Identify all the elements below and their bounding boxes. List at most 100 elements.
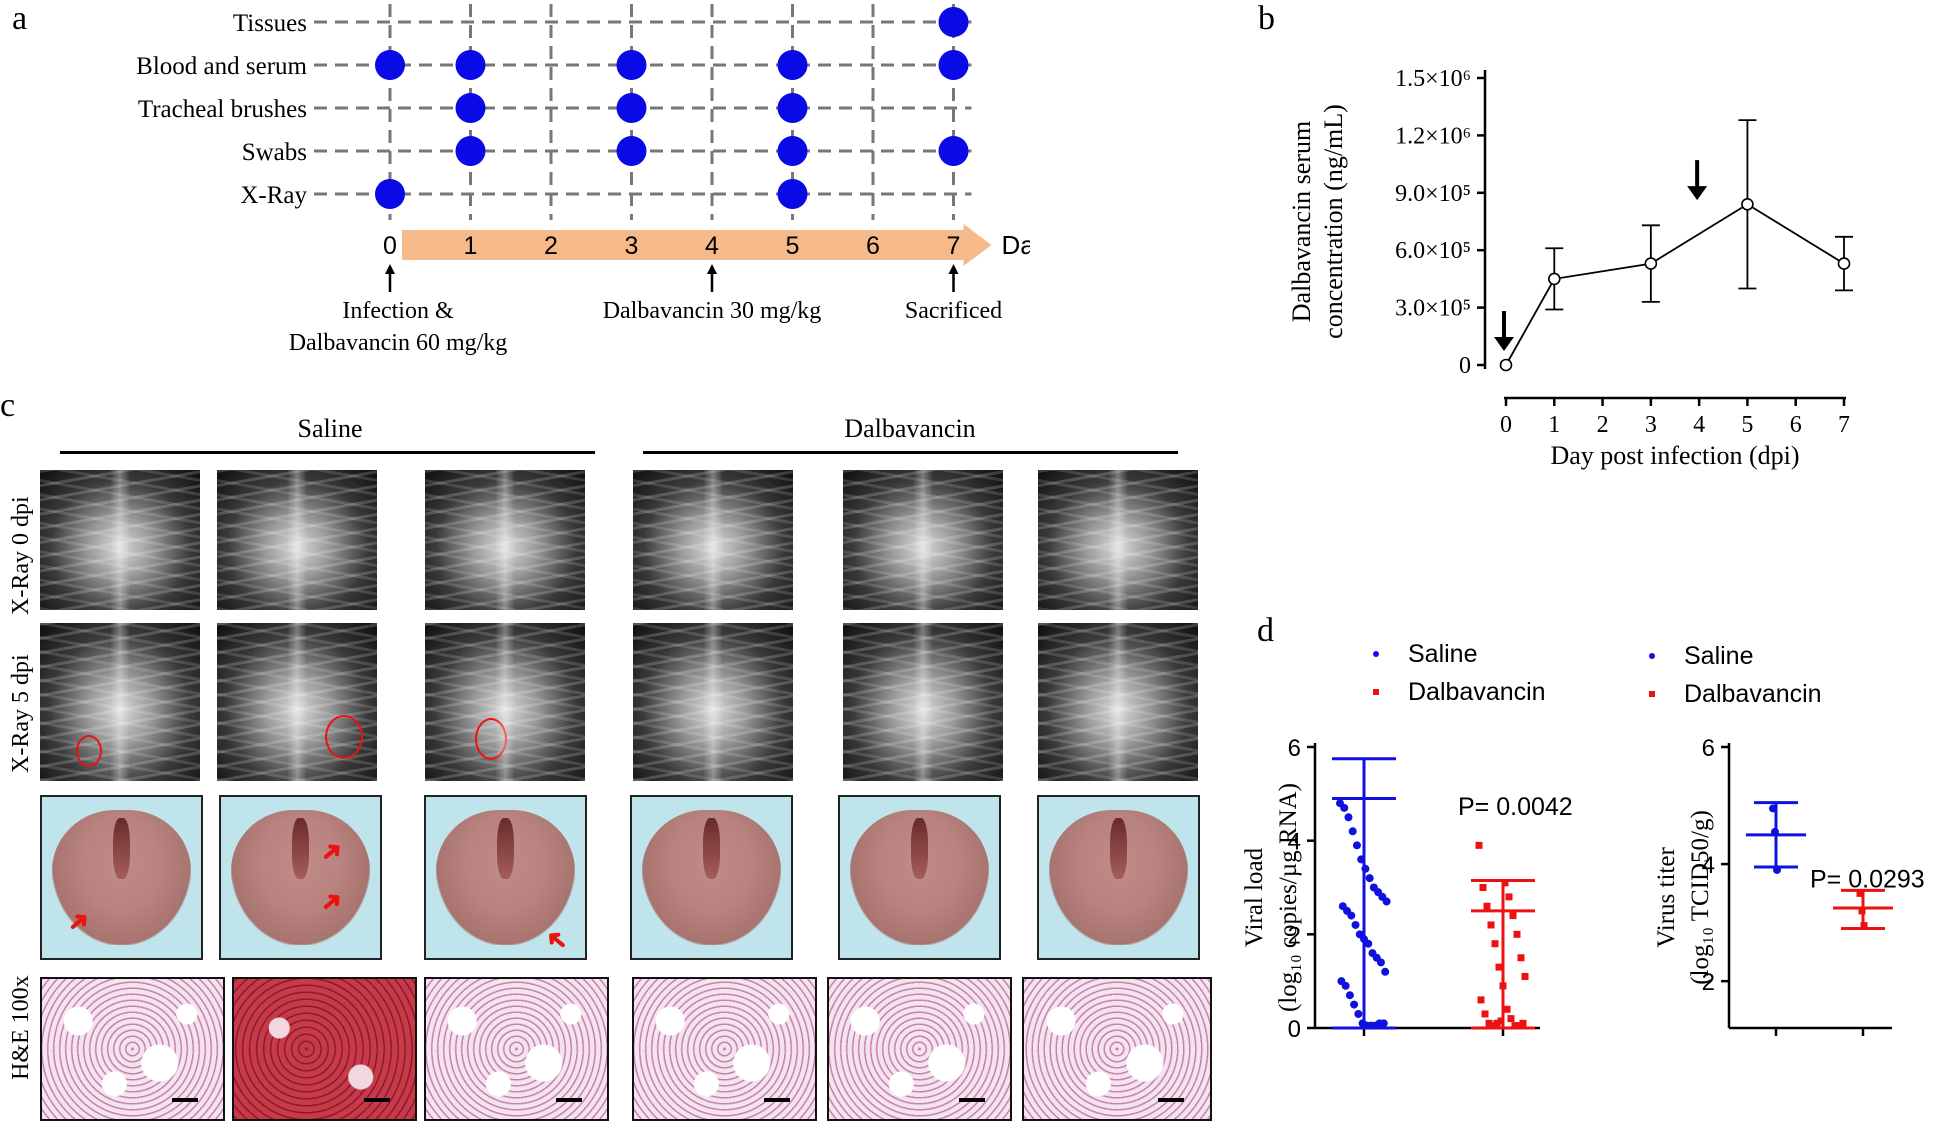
data-point [1644, 257, 1658, 270]
y-tick-label: 0 [1288, 1016, 1301, 1043]
he-section-saline-2 [232, 977, 417, 1121]
lesion-marker [76, 735, 102, 767]
y-tick-label: 9.0×10⁵ [1395, 181, 1471, 207]
event-arrow-head [948, 264, 959, 274]
panel-letter-d: d [1257, 612, 1274, 649]
legend-label-dalbavancin: Dalbavancin [1684, 680, 1822, 708]
x-tick-label: 1 [1548, 412, 1560, 438]
event-annotation: Dalbavancin 60 mg/kg [289, 330, 508, 356]
xray-5dpi-saline-1 [40, 623, 200, 781]
legend-label-dalbavancin: Dalbavancin [1408, 678, 1546, 706]
y-axis-title-line1: Virus titer [1653, 847, 1680, 948]
lung-photo-dalba-1 [630, 795, 793, 960]
data-point [1491, 940, 1499, 948]
data-point [1345, 991, 1354, 1000]
he-section-dalba-2 [827, 977, 1012, 1121]
sampling-dot [375, 50, 405, 80]
panel-letter-c: c [0, 387, 16, 424]
legend-marker-saline [1373, 651, 1379, 657]
data-point [1364, 939, 1373, 948]
x-tick-label: 0 [1500, 412, 1512, 438]
day-tick-label: 3 [625, 232, 639, 260]
y-tick-label: 0 [1459, 353, 1471, 379]
group-line-dalbavancin [643, 451, 1178, 454]
y-tick-label: 4 [1702, 852, 1715, 879]
y-axis-title-line1: Dalbavancin serum [1287, 121, 1316, 322]
row-label-he-100x: H&E 100x [8, 975, 34, 1080]
data-point [1352, 841, 1361, 850]
y-tick-label: 3.0×10⁵ [1395, 296, 1471, 322]
he-section-saline-3 [424, 977, 609, 1121]
he-section-dalba-3 [1022, 977, 1212, 1121]
data-point [1348, 827, 1357, 836]
sampling-dot [455, 93, 486, 123]
data-point [1481, 1010, 1489, 1018]
lesion-marker [475, 718, 507, 760]
sampling-dot [938, 136, 969, 166]
data-point [1341, 981, 1350, 990]
lung-photo-dalba-3 [1037, 795, 1200, 960]
data-point [1489, 1022, 1497, 1030]
data-point [1475, 841, 1483, 849]
lung-photo-saline-1: ➜ [40, 795, 203, 960]
day-tick-label: 6 [866, 232, 880, 260]
row-label-4: X-Ray [240, 182, 307, 209]
xray-5dpi-saline-3 [425, 623, 585, 781]
y-tick-label: 2 [1702, 969, 1715, 996]
he-section-saline-1 [40, 977, 225, 1121]
sampling-dot [938, 7, 969, 37]
y-tick-label: 6 [1702, 735, 1715, 762]
day-tick-label: 5 [786, 232, 800, 260]
sampling-dot [616, 136, 647, 166]
row-label-xray-0dpi: X-Ray 0 dpi [8, 496, 34, 615]
sampling-dot [616, 50, 647, 80]
event-arrow-head [707, 264, 717, 274]
data-point [1382, 897, 1391, 906]
day-tick-label: 0 [383, 232, 397, 260]
day-tick-label: 4 [705, 232, 719, 260]
event-annotation: Infection & [342, 298, 454, 324]
data-point [1381, 967, 1390, 976]
viral-load-charts: Saline Dalbavancin Saline Dalbavancin 0 2 4 6 Vi… [1241, 640, 1925, 1043]
data-point [1493, 1019, 1501, 1027]
data-point [1521, 972, 1529, 980]
y-axis-title-line1: Viral load [1241, 847, 1268, 947]
data-point [1350, 1000, 1359, 1009]
data-point [1376, 958, 1385, 967]
lung-photo-dalba-2 [838, 795, 1001, 960]
data-point [1495, 963, 1503, 971]
group-label-saline: Saline [297, 414, 363, 443]
group-line-saline [60, 451, 595, 454]
y-tick-label: 6 [1288, 735, 1301, 762]
timeline-arrow [402, 224, 992, 266]
x-tick-label: 5 [1741, 412, 1753, 438]
data-point [1487, 921, 1495, 929]
he-section-dalba-1 [632, 977, 817, 1121]
xray-0dpi-dalba-1 [633, 470, 793, 610]
lung-photo-saline-2: ➜ ➜ [219, 795, 382, 960]
x-tick-label: 2 [1597, 412, 1609, 438]
legend-label-saline: Saline [1684, 642, 1754, 670]
data-point [1354, 1009, 1363, 1018]
y-axis-title-line2: concentration (ng/mL) [1319, 104, 1348, 339]
data-point [1499, 358, 1513, 372]
x-tick-label: 4 [1693, 412, 1705, 438]
data-point [1477, 996, 1485, 1004]
p-value-label: P= 0.0042 [1458, 793, 1573, 821]
y-tick-label: 1.2×10⁶ [1395, 123, 1471, 149]
event-annotation: Sacrificed [905, 298, 1002, 324]
dose-arrow-head [1687, 186, 1708, 201]
days-axis-label: Days [1002, 230, 1031, 260]
serum-concentration-chart: 0 3.0×10⁵ 6.0×10⁵ 9.0×10⁵ 1.2×10⁶ 1.5×10⁶ 0 1 2 3… [1287, 66, 1853, 470]
data-point [1519, 1019, 1527, 1027]
event-annotation: Dalbavancin 30 mg/kg [603, 298, 822, 324]
data-point [1501, 879, 1509, 887]
y-tick-label: 1.5×10⁶ [1395, 66, 1471, 92]
row-label-0: Tissues [233, 10, 307, 37]
row-label-2: Tracheal brushes [138, 96, 307, 123]
p-value-label: P= 0.0293 [1810, 866, 1925, 894]
x-tick-label: 6 [1790, 412, 1802, 438]
sampling-dot [455, 50, 486, 80]
event-arrow-head [385, 264, 395, 274]
legend-marker-dalbavancin [1373, 689, 1379, 695]
